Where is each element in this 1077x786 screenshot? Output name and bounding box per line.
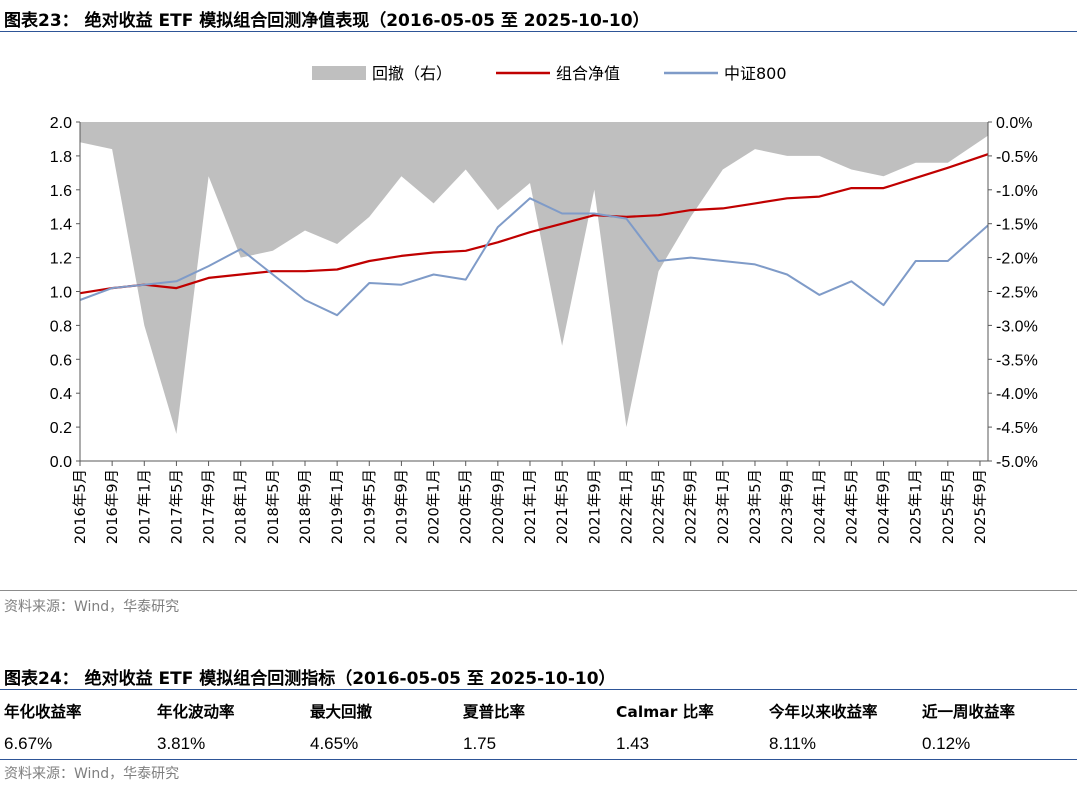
right-tick-label: -3.0% (996, 318, 1038, 335)
left-tick-label: 1.6 (50, 183, 72, 200)
x-tick-label: 2020年5月 (458, 469, 475, 544)
chart-legend: 回撤（右） 组合净值 中证800 (312, 64, 787, 83)
x-tick-label: 2024年9月 (876, 469, 893, 544)
legend-label: 回撤（右） (372, 64, 452, 83)
table-bottom-rule (0, 759, 1077, 760)
x-tick-label: 2021年1月 (522, 469, 539, 544)
portfolio-nav-line (79, 153, 989, 295)
x-tick-label: 2017年1月 (136, 469, 153, 544)
table-header-row: 年化收益率 年化波动率 最大回撤 夏普比率 Calmar 比率 今年以来收益率 … (0, 700, 1077, 726)
left-tick-label: 0.4 (50, 386, 72, 403)
drawdown-area (80, 122, 988, 434)
chart-axes: 2.0 1.8 1.6 1.4 1.2 1.0 0.8 0.6 0.4 0.2 0.0 0.0% -0.… (50, 115, 1038, 544)
legend-label: 组合净值 (556, 64, 620, 83)
value-sharpe: 1.75 (463, 734, 497, 753)
table-title-rule (0, 689, 1077, 690)
left-tick-label: 1.2 (50, 251, 72, 268)
x-tick-label: 2025年1月 (908, 469, 925, 544)
right-tick-label: 0.0% (996, 115, 1032, 132)
x-tick-label: 2024年5月 (843, 469, 860, 544)
x-tick-label: 2023年9月 (779, 469, 796, 544)
right-tick-label: -1.5% (996, 217, 1038, 234)
left-tick-label: 0.0 (50, 454, 72, 471)
value-annual-volatility: 3.81% (157, 734, 206, 753)
legend-drawdown-swatch (312, 66, 366, 80)
x-tick-label: 2025年5月 (940, 469, 957, 544)
x-tick-label: 2019年1月 (329, 469, 346, 544)
left-tick-label: 0.2 (50, 420, 72, 437)
header-annual-return: 年化收益率 (4, 703, 82, 721)
header-annual-volatility: 年化波动率 (157, 703, 235, 721)
x-tick-label: 2021年9月 (586, 469, 603, 544)
x-tick-label: 2018年1月 (233, 469, 250, 544)
x-tick-label: 2022年9月 (683, 469, 700, 544)
right-tick-label: -2.0% (996, 251, 1038, 268)
x-tick-label: 2020年9月 (490, 469, 507, 544)
left-tick-label: 0.8 (50, 318, 72, 335)
x-tick-label: 2022年5月 (651, 469, 668, 544)
header-max-drawdown: 最大回撤 (310, 703, 373, 721)
left-tick-label: 1.8 (50, 149, 72, 166)
legend-label: 中证800 (724, 64, 787, 83)
x-tick-label: 2017年9月 (201, 469, 218, 544)
title-rule (0, 31, 1077, 32)
value-max-drawdown: 4.65% (310, 734, 359, 753)
right-tick-label: -2.5% (996, 285, 1038, 302)
value-calmar: 1.43 (616, 734, 650, 753)
plot-area (79, 122, 989, 434)
x-tick-label: 2020年1月 (426, 469, 443, 544)
x-tick-label: 2016年9月 (104, 469, 121, 544)
value-annual-return: 6.67% (4, 734, 53, 753)
csi800-line (79, 197, 989, 317)
table-title: 图表24： 绝对收益 ETF 模拟组合回测指标（2016-05-05 至 202… (4, 669, 616, 689)
x-tick-label: 2025年9月 (972, 469, 989, 544)
x-tick-label: 2019年5月 (361, 469, 378, 544)
value-week-return: 0.12% (922, 734, 971, 753)
right-tick-label: -1.0% (996, 183, 1038, 200)
x-tick-label: 2016年5月 (72, 469, 89, 544)
table-value-row: 6.67% 3.81% 4.65% 1.75 1.43 8.11% 0.12% (0, 734, 1077, 760)
x-tick-label: 2024年1月 (811, 469, 828, 544)
right-tick-label: -4.0% (996, 386, 1038, 403)
left-tick-label: 0.6 (50, 352, 72, 369)
header-sharpe: 夏普比率 (463, 703, 526, 721)
x-tick-label: 2017年5月 (168, 469, 185, 544)
right-tick-label: -0.5% (996, 149, 1038, 166)
x-tick-label: 2018年9月 (297, 469, 314, 544)
left-tick-label: 1.0 (50, 285, 72, 302)
x-tick-label: 2023年5月 (747, 469, 764, 544)
x-tick-label: 2023年1月 (715, 469, 732, 544)
x-tick-label: 2018年5月 (265, 469, 282, 544)
header-calmar: Calmar 比率 (616, 703, 714, 721)
right-tick-label: -5.0% (996, 454, 1038, 471)
header-ytd-return: 今年以来收益率 (769, 703, 878, 721)
chart-bottom-rule (0, 590, 1077, 591)
x-tick-label: 2022年1月 (618, 469, 635, 544)
value-ytd-return: 8.11% (769, 734, 816, 753)
header-week-return: 近一周收益率 (922, 703, 1016, 721)
right-tick-label: -4.5% (996, 420, 1038, 437)
figure-title: 图表23： 绝对收益 ETF 模拟组合回测净值表现（2016-05-05 至 2… (4, 11, 650, 31)
left-tick-label: 2.0 (50, 115, 72, 132)
x-tick-label: 2019年9月 (393, 469, 410, 544)
left-tick-label: 1.4 (50, 217, 72, 234)
figure24-source: 资料来源：Wind，华泰研究 (4, 766, 180, 782)
nav-chart: 回撤（右） 组合净值 中证800 2.0 1.8 1.6 1.4 1.2 1.0 0.8 0.6 0… (50, 64, 1038, 544)
figure23-source: 资料来源：Wind，华泰研究 (4, 599, 180, 615)
x-tick-label: 2021年5月 (554, 469, 571, 544)
right-tick-label: -3.5% (996, 352, 1038, 369)
